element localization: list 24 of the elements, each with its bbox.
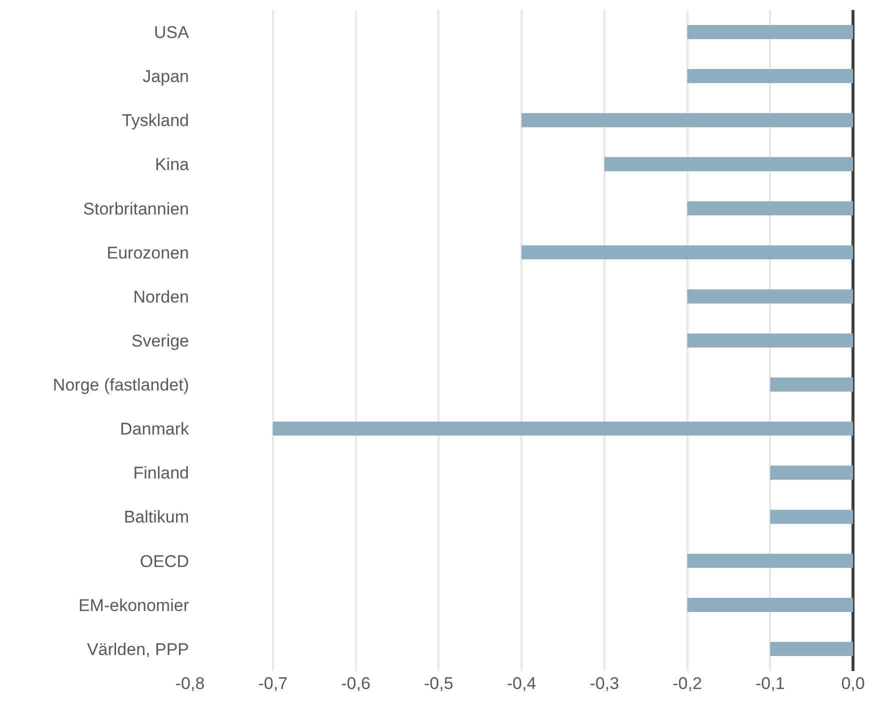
y-tick-label: Kina: [154, 155, 190, 174]
x-tick-label: -0,5: [424, 674, 454, 693]
y-tick-label: Storbritannien: [83, 199, 189, 218]
y-tick-label: Norden: [133, 287, 189, 306]
x-tick-label: -0,4: [506, 674, 536, 693]
y-tick-label: Världen, PPP: [86, 640, 189, 659]
x-tick-label: -0,2: [672, 674, 702, 693]
x-tick-label: -0,8: [175, 674, 205, 693]
y-tick-label: EM-ekonomier: [78, 596, 190, 615]
x-tick-label: -0,1: [755, 674, 785, 693]
y-tick-label: USA: [154, 22, 190, 42]
y-tick-label: Sverige: [131, 331, 189, 350]
y-tick-label: Finland: [133, 464, 189, 483]
y-tick-label: Japan: [142, 67, 189, 86]
x-tick-label: 0,0: [841, 674, 865, 693]
x-tick-label: -0,3: [590, 674, 620, 693]
y-tick-label: Norge (fastlandet): [52, 376, 189, 395]
x-tick-label: -0,6: [341, 674, 370, 693]
y-tick-label: Eurozonen: [106, 243, 189, 262]
x-tick-label: -0,7: [258, 674, 288, 693]
y-tick-label: OECD: [140, 552, 189, 571]
y-tick-label: Danmark: [120, 420, 190, 439]
y-tick-label: Tyskland: [122, 111, 189, 130]
y-tick-label: Baltikum: [124, 508, 189, 527]
